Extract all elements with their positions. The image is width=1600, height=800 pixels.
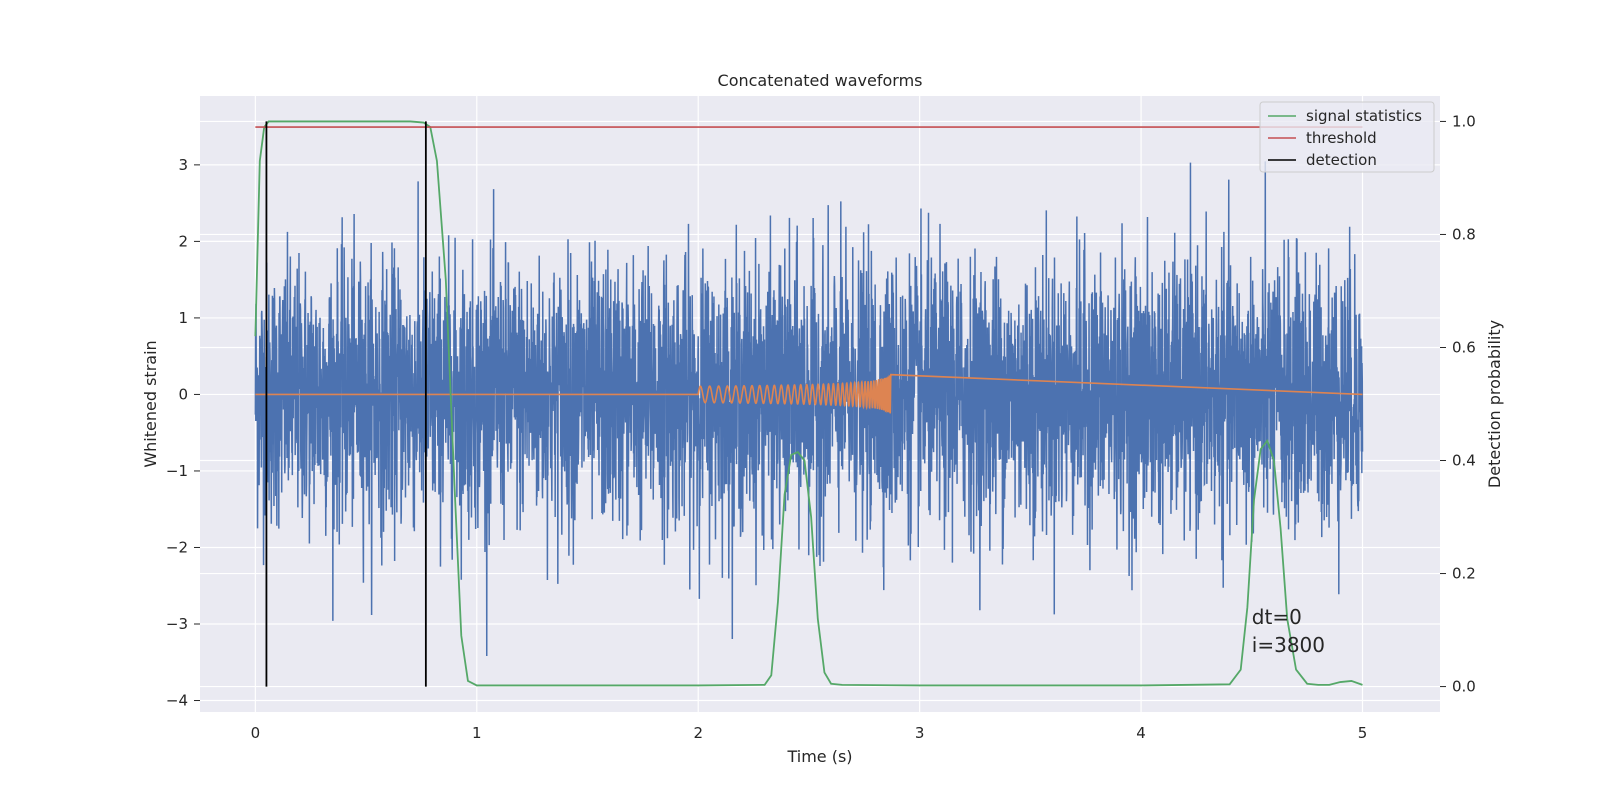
strain-series [254,161,1364,657]
x-axis-label: Time (s) [786,747,852,766]
x-tick-label: 2 [693,724,703,742]
chart-title: Concatenated waveforms [718,71,923,90]
y-tick-label: 0 [178,385,188,403]
x-tick-label: 5 [1358,724,1368,742]
legend-box [1259,101,1435,173]
annotation-dt: dt=0 [1252,605,1302,629]
x-tick-label: 1 [472,724,482,742]
injection-line [255,373,1363,414]
y2-tick-label: 0.4 [1452,452,1476,470]
legend-entry-signal-statistics: signal statistics [1306,107,1422,125]
series-lines [254,120,1363,687]
y-tick-label: −3 [166,615,188,633]
strain-line [254,161,1364,657]
y-tick-label: −4 [166,692,188,710]
y-tick-label: 3 [178,156,188,174]
y-tick-label: 2 [178,232,188,250]
grid-lines [200,96,1440,712]
y2-tick-label: 0.0 [1452,678,1476,696]
y2-tick-label: 0.6 [1452,338,1476,356]
x-tick-label: 0 [251,724,261,742]
y-axis-label: Whitened strain [141,340,160,467]
y2-tick-label: 0.8 [1452,225,1476,243]
x-tick-label: 4 [1136,724,1146,742]
y-tick-label: −2 [166,538,188,556]
legend: signal statistics threshold detection [1259,101,1435,173]
y2-tick-label: 1.0 [1452,112,1476,130]
legend-entry-threshold: threshold [1306,129,1377,147]
y-tick-label: −1 [166,462,188,480]
legend-entry-detection: detection [1306,151,1377,169]
signal-statistics-line [254,120,1363,687]
annotation-i: i=3800 [1252,633,1325,657]
x-tick-label: 3 [915,724,925,742]
tick-labels: 0 1 2 3 4 5 −4 −3 −2 −1 0 1 2 3 0.0 0.2 0.4 0.6 0.8 1.0 [166,112,1476,742]
y2-tick-label: 0.2 [1452,565,1476,583]
y-tick-label: 1 [178,309,188,327]
y2-axis-label: Detection probability [1485,320,1504,488]
